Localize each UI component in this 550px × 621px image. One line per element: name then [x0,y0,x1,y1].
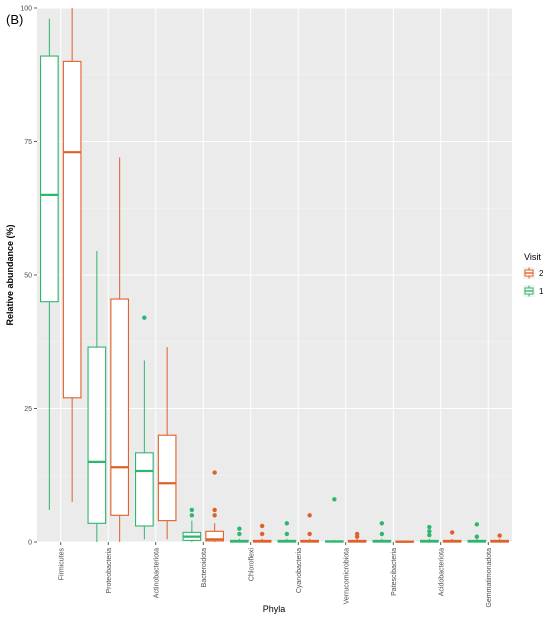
plot-panel [37,7,512,543]
outlier-point [427,529,432,534]
outlier-point [189,513,195,518]
box-visit-1 [230,526,249,543]
box-visit-1 [182,507,202,542]
outlier-point [307,531,312,537]
legend-label: 2 [539,269,544,278]
outlier-point [497,533,502,538]
box-visit-2 [442,530,462,543]
x-tick-label: Bacteroidota [201,548,208,587]
outlier-point [237,526,242,531]
box-visit-1 [40,18,59,510]
iqr-box [40,55,59,303]
box-visit-1 [325,497,344,543]
legend-label: 1 [539,287,544,296]
x-tick-label: Chloroflexi [248,548,255,582]
box-visit-1 [135,315,154,540]
outlier-point [212,507,217,513]
box-visit-2 [490,533,509,543]
x-tick-label: Proteobacteria [106,548,113,594]
box-visit-2 [300,513,319,543]
y-axis-title: Relative abundance (%) [5,224,15,325]
outlier-point [449,530,455,535]
x-axis-title: Phyla [263,604,286,614]
y-tick-label: 50 [24,273,32,280]
y-tick-label: 0 [28,540,32,547]
outlier-point [427,532,432,538]
box-visit-2 [395,540,414,543]
outlier-point [189,507,195,513]
outlier-point [142,315,147,320]
outlier-point [474,534,480,539]
iqr-box [157,434,177,522]
y-axis: 0 25 50 75 100 [20,6,37,547]
iqr-box [205,530,224,542]
x-tick-label: Actinobacteriota [153,548,160,598]
outlier-point [259,523,265,529]
box-visit-1 [467,522,487,543]
iqr-box [110,298,129,516]
y-tick-label: 75 [24,139,32,146]
x-tick-label: Cyanobacteria [296,548,303,593]
outlier-point [284,531,290,537]
box-visit-1 [372,521,392,543]
outlier-point [212,470,217,475]
outlier-point [427,524,432,530]
x-tick-label: Patescibacteria [391,548,398,596]
iqr-box [87,346,107,524]
box-visit-1 [277,521,297,543]
outlier-point [307,513,312,518]
outlier-point [354,534,360,539]
outlier-point [237,531,242,537]
boxes [40,8,509,543]
outlier-point [379,521,385,526]
outlier-point [259,531,265,537]
outlier-point [474,522,480,527]
box-visit-2 [157,347,177,540]
x-tick-label: Gemmatimonadota [486,548,493,608]
y-tick-label: 100 [20,6,32,13]
x-tick-label: Verrucomicrobiota [343,548,350,605]
iqr-box [62,60,82,399]
outlier-point [212,513,217,518]
outlier-point [332,497,337,502]
y-tick-label: 25 [24,406,32,413]
x-axis: Firmicutes Proteobacteria Actinobacteriota… [58,542,493,608]
iqr-box [135,452,154,527]
x-tick-label: Acidobacteriota [438,548,445,596]
legend: Visit 2 1 [523,252,544,297]
box-visit-1 [420,524,439,543]
box-visit-2 [110,157,129,542]
box-visit-1 [87,250,107,542]
x-tick-label: Firmicutes [58,548,65,581]
box-visit-2 [62,8,82,502]
outlier-point [284,521,290,526]
box-visit-2 [205,470,224,542]
panel-label: (B) [6,12,23,27]
box-visit-2 [252,523,272,543]
outlier-point [379,531,385,537]
box-visit-2 [347,531,367,543]
legend-title: Visit [524,252,541,262]
